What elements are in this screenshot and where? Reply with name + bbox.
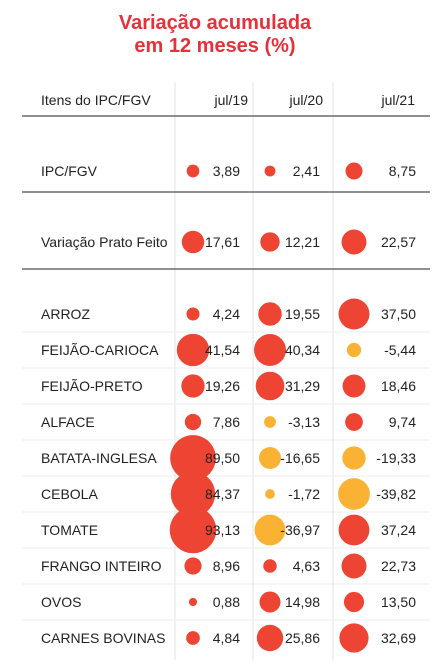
value-bubble <box>255 371 285 401</box>
value-bubble <box>338 514 370 546</box>
row-label: FRANGO INTEIRO <box>41 558 162 574</box>
value-label: 2,41 <box>292 163 320 179</box>
value-bubble <box>343 591 365 613</box>
value-label: 0,88 <box>212 594 240 610</box>
value-bubble <box>264 165 276 177</box>
value-label: 4,63 <box>292 558 320 574</box>
value-bubble <box>176 333 210 367</box>
value-bubble <box>342 446 366 470</box>
chart-title: Variação acumulada em 12 meses (%) <box>0 12 430 58</box>
value-label: 18,46 <box>380 378 416 394</box>
value-label: 31,29 <box>284 378 320 394</box>
value-label: 84,37 <box>204 486 240 502</box>
value-label: 8,75 <box>388 163 416 179</box>
value-label: -39,82 <box>376 486 416 502</box>
value-bubble <box>256 624 284 652</box>
value-label: -36,97 <box>280 522 320 538</box>
value-bubble <box>338 298 370 330</box>
value-bubble <box>342 374 366 398</box>
column-header-jul20: jul/20 <box>289 92 323 108</box>
value-label: 8,96 <box>212 558 240 574</box>
value-bubble <box>181 374 205 398</box>
value-bubble <box>181 230 205 254</box>
row-label: CARNES BOVINAS <box>41 630 166 646</box>
row-label: ARROZ <box>41 306 90 322</box>
value-bubble <box>186 164 200 178</box>
value-label: -5,44 <box>384 342 416 358</box>
value-label: 13,50 <box>380 594 416 610</box>
value-bubble <box>345 413 363 431</box>
value-label: 3,89 <box>212 163 240 179</box>
value-label: 4,84 <box>212 630 240 646</box>
value-label: 22,73 <box>380 558 416 574</box>
value-bubble <box>186 631 200 645</box>
row-label: TOMATE <box>41 522 99 538</box>
value-bubble <box>184 413 202 431</box>
value-label: 32,69 <box>380 630 416 646</box>
value-bubble <box>260 232 280 252</box>
value-bubble <box>264 416 276 428</box>
items-column-header: Itens do IPC/FGV <box>41 92 151 108</box>
row-label: IPC/FGV <box>41 163 98 179</box>
column-header-jul19: jul/19 <box>214 92 248 108</box>
value-label: -19,33 <box>376 450 416 466</box>
row-label: FEIJÃO-PRETO <box>41 378 143 394</box>
value-bubble <box>188 597 198 607</box>
value-label: 14,98 <box>284 594 320 610</box>
value-bubble <box>338 478 370 510</box>
title-line-1: Variação acumulada <box>118 12 312 34</box>
value-label: 22,57 <box>380 234 416 250</box>
value-label: -1,72 <box>288 486 320 502</box>
row-label: Variação Prato Feito <box>41 234 168 250</box>
value-label: 19,55 <box>284 306 320 322</box>
value-label: -16,65 <box>280 450 320 466</box>
value-bubble <box>170 435 216 481</box>
value-bubble <box>339 623 369 653</box>
row-label: ALFACE <box>41 414 95 430</box>
row-label: OVOS <box>41 594 82 610</box>
value-bubble <box>254 334 286 366</box>
value-bubble <box>259 447 281 469</box>
value-bubble <box>254 514 286 546</box>
value-bubble <box>186 307 200 321</box>
value-bubble <box>345 162 363 180</box>
value-label: 41,54 <box>204 342 240 358</box>
value-bubble <box>263 559 277 573</box>
value-label: 37,24 <box>380 522 416 538</box>
value-bubble <box>170 471 216 517</box>
value-label: 89,50 <box>204 450 240 466</box>
value-label: 37,50 <box>380 306 416 322</box>
row-label: BATATA-INGLESA <box>41 450 157 466</box>
value-bubble <box>184 557 202 575</box>
value-bubble <box>341 553 367 579</box>
value-label: 40,34 <box>284 342 320 358</box>
value-label: -3,13 <box>288 414 320 430</box>
title-line-2: em 12 meses (%) <box>134 35 296 57</box>
column-header-jul21: jul/21 <box>381 92 415 108</box>
value-label: 25,86 <box>284 630 320 646</box>
value-bubble <box>169 506 217 554</box>
row-label: FEIJÃO-CARIOCA <box>41 342 159 358</box>
value-label: 93,13 <box>204 522 240 538</box>
row-label: CEBOLA <box>41 486 98 502</box>
value-label: 19,26 <box>204 378 240 394</box>
value-bubble <box>258 302 282 326</box>
value-label: 4,24 <box>212 306 240 322</box>
value-label: 9,74 <box>388 414 416 430</box>
value-bubble <box>346 342 362 358</box>
value-label: 7,86 <box>212 414 240 430</box>
value-bubble <box>259 591 281 613</box>
value-label: 12,21 <box>284 234 320 250</box>
value-bubble <box>341 229 367 255</box>
value-label: 17,61 <box>204 234 240 250</box>
value-bubble <box>265 489 275 499</box>
